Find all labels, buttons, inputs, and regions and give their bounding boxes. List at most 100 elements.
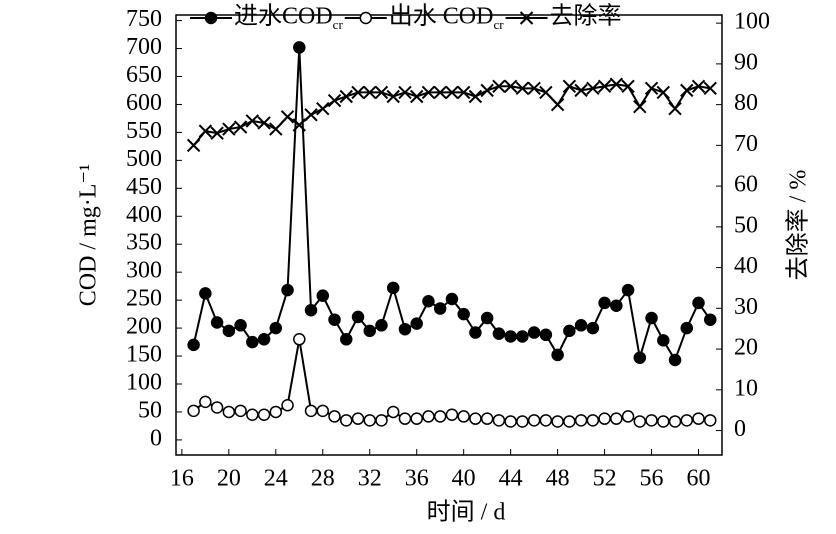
point: [586, 321, 600, 335]
point: [410, 89, 424, 104]
point: [527, 81, 541, 96]
point: [621, 410, 635, 423]
point: [198, 124, 213, 138]
point: [316, 101, 330, 116]
point: [269, 122, 283, 136]
x-tick-label: 48: [546, 466, 570, 492]
point: [574, 319, 588, 332]
y-tick-label: 700: [126, 34, 162, 60]
point: [480, 311, 494, 325]
point: [445, 85, 459, 100]
point: [610, 299, 623, 312]
point: [574, 414, 588, 427]
point: [351, 85, 365, 100]
point: [657, 334, 670, 347]
point: [445, 292, 459, 306]
point: [222, 405, 236, 419]
point: [550, 97, 565, 112]
point: [539, 414, 553, 427]
point: [433, 85, 447, 100]
point: [328, 410, 341, 423]
point: [340, 414, 353, 427]
point: [386, 405, 400, 419]
legend-label: 出水 COD: [389, 3, 494, 30]
point: [186, 138, 201, 153]
point: [328, 313, 341, 326]
y-tick-label: 650: [126, 62, 162, 88]
point: [199, 395, 212, 409]
point: [246, 335, 259, 349]
point: [363, 324, 376, 338]
x-tick-label: 40: [452, 466, 476, 492]
point: [233, 120, 248, 134]
point: [516, 415, 529, 428]
legend-label: 去除率: [550, 3, 622, 30]
point: [410, 412, 423, 425]
point: [680, 83, 694, 98]
plot-frame: [175, 14, 723, 456]
point: [222, 324, 236, 338]
x-tick-label: 36: [405, 466, 429, 492]
point: [539, 85, 553, 100]
point: [680, 414, 694, 427]
x-tick-label: 16: [170, 466, 194, 492]
legend-label-subscript: cr: [333, 17, 344, 32]
point: [293, 41, 306, 54]
y2-tick-label: 10: [734, 375, 758, 401]
x-tick-label: 28: [311, 466, 335, 492]
point: [246, 408, 259, 421]
point: [398, 322, 412, 336]
y2-tick-label: 20: [734, 335, 758, 361]
point: [281, 283, 294, 297]
point: [609, 77, 624, 91]
point: [339, 89, 353, 104]
point: [645, 414, 658, 427]
legend-marker: [359, 11, 373, 25]
point: [645, 311, 658, 325]
point: [363, 414, 376, 427]
x-tick-label: 44: [499, 466, 523, 492]
y2-tick-label: 70: [734, 131, 758, 157]
point: [562, 79, 577, 94]
y-tick-label: 500: [126, 146, 162, 172]
point: [504, 415, 517, 428]
point: [704, 313, 717, 326]
point: [340, 333, 353, 346]
point: [457, 410, 470, 423]
point: [187, 338, 200, 352]
point: [234, 404, 247, 418]
point: [280, 110, 295, 124]
point: [398, 85, 412, 100]
point: [433, 410, 447, 423]
point: [469, 412, 482, 425]
point: [668, 101, 682, 116]
point: [551, 348, 564, 362]
point: [210, 401, 224, 414]
y-tick-label: 250: [126, 286, 162, 312]
point: [257, 408, 271, 421]
point: [468, 89, 483, 104]
point: [633, 99, 647, 114]
point: [598, 296, 611, 310]
point: [234, 319, 247, 332]
y-tick-label: 350: [126, 230, 162, 256]
point: [456, 85, 471, 100]
y2-tick-label: 100: [734, 9, 770, 35]
point: [704, 414, 717, 427]
y-tick-label: 200: [126, 314, 162, 340]
point: [292, 118, 306, 132]
point: [563, 415, 576, 428]
point: [375, 414, 388, 427]
point: [480, 83, 494, 98]
point: [539, 328, 553, 342]
point: [504, 330, 517, 343]
y2-tick-label: 0: [734, 416, 746, 442]
point: [375, 319, 388, 332]
y-tick-label: 450: [126, 174, 162, 200]
point: [421, 85, 436, 100]
point: [222, 122, 236, 136]
point: [210, 316, 224, 329]
point: [386, 281, 400, 295]
point: [304, 404, 318, 418]
